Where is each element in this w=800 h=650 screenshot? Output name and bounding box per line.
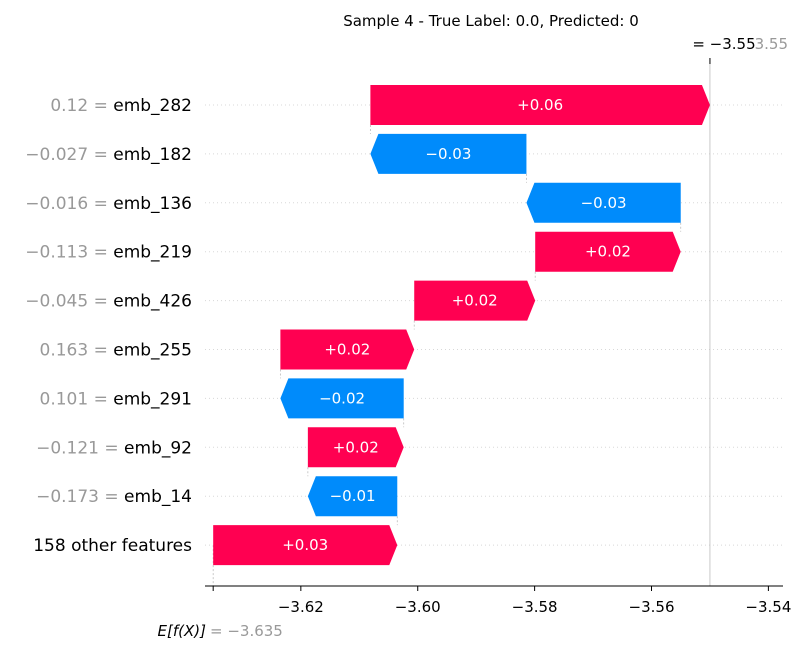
bars: +0.06 −0.03 −0.03 +0.02 +0.02 +0.02 −0.02 +0.02… bbox=[213, 85, 710, 566]
feature-name: emb_219 bbox=[113, 243, 192, 263]
chart-title: Sample 4 - True Label: 0.0, Predicted: 0 bbox=[343, 12, 639, 30]
feature-bar bbox=[526, 182, 681, 223]
bar-value-label: −0.03 bbox=[581, 194, 627, 212]
bar-value-label: +0.02 bbox=[452, 292, 498, 310]
feature-label: −0.173 = emb_14 bbox=[36, 487, 192, 507]
x-tick-label: −3.60 bbox=[395, 598, 441, 616]
guide-lines bbox=[212, 58, 711, 586]
feature-name: emb_136 bbox=[113, 194, 192, 214]
feature-bar bbox=[535, 231, 681, 272]
fx-label-faint: 3.55 bbox=[755, 35, 788, 53]
bar-value-label: +0.02 bbox=[324, 341, 370, 359]
feature-name: emb_92 bbox=[124, 438, 192, 458]
feature-label: −0.027 = emb_182 bbox=[25, 145, 192, 165]
feature-label: 0.163 = emb_255 bbox=[40, 341, 193, 361]
feature-bar bbox=[213, 525, 398, 566]
feature-bar bbox=[307, 476, 398, 517]
expected-value-label: = −3.635 bbox=[210, 622, 283, 640]
feature-value: 0.101 = bbox=[40, 389, 114, 409]
feature-bar bbox=[307, 427, 404, 468]
feature-name: emb_255 bbox=[113, 341, 192, 361]
x-tick-label: −3.62 bbox=[278, 598, 324, 616]
bar-value-label: −0.01 bbox=[330, 487, 376, 505]
bar-value-label: +0.02 bbox=[585, 243, 631, 261]
feature-labels: 0.12 = emb_282 −0.027 = emb_182 −0.016 = e… bbox=[25, 96, 192, 556]
bar-value-label: +0.06 bbox=[517, 96, 563, 114]
bar-value-label: −0.02 bbox=[319, 389, 365, 407]
feature-value: −0.027 = bbox=[25, 145, 113, 165]
feature-label: 0.12 = emb_282 bbox=[50, 96, 192, 116]
fx-label: = −3.55 bbox=[692, 35, 755, 53]
bar-value-label: −0.03 bbox=[425, 145, 471, 163]
feature-name: emb_426 bbox=[113, 292, 192, 312]
feature-bar bbox=[280, 378, 404, 419]
x-tick-label: −3.54 bbox=[745, 598, 791, 616]
bar-value-label: +0.03 bbox=[282, 536, 328, 554]
feature-name: emb_291 bbox=[113, 389, 192, 409]
x-tick-label: −3.58 bbox=[512, 598, 558, 616]
feature-value: −0.045 = bbox=[25, 292, 113, 312]
feature-bar bbox=[414, 280, 536, 321]
feature-value: −0.121 = bbox=[36, 438, 124, 458]
feature-label: 0.101 = emb_291 bbox=[40, 389, 193, 409]
feature-bar bbox=[370, 133, 527, 174]
feature-value: 0.163 = bbox=[40, 341, 114, 361]
feature-bar bbox=[370, 85, 710, 125]
feature-label: −0.045 = emb_426 bbox=[25, 292, 192, 312]
feature-name: emb_14 bbox=[124, 487, 192, 507]
feature-label: −0.121 = emb_92 bbox=[36, 438, 192, 458]
expected-value-symbol: E[f(X)] bbox=[158, 622, 207, 640]
feature-name: emb_182 bbox=[113, 145, 192, 165]
bar-value-label: +0.02 bbox=[333, 438, 379, 456]
x-axis: −3.62 −3.60 −3.58 −3.56 −3.54 bbox=[205, 585, 791, 616]
feature-value: −0.016 = bbox=[25, 194, 113, 214]
x-tick-label: −3.56 bbox=[629, 598, 675, 616]
feature-label: −0.016 = emb_136 bbox=[25, 194, 192, 214]
feature-name: emb_282 bbox=[113, 96, 192, 116]
feature-bar bbox=[280, 329, 415, 370]
feature-label: −0.113 = emb_219 bbox=[25, 243, 192, 263]
feature-label: 158 other features bbox=[33, 536, 192, 556]
feature-value: 0.12 = bbox=[50, 96, 113, 116]
feature-name: 158 other features bbox=[33, 536, 192, 556]
feature-value: −0.113 = bbox=[25, 243, 113, 263]
feature-value: −0.173 = bbox=[36, 487, 124, 507]
